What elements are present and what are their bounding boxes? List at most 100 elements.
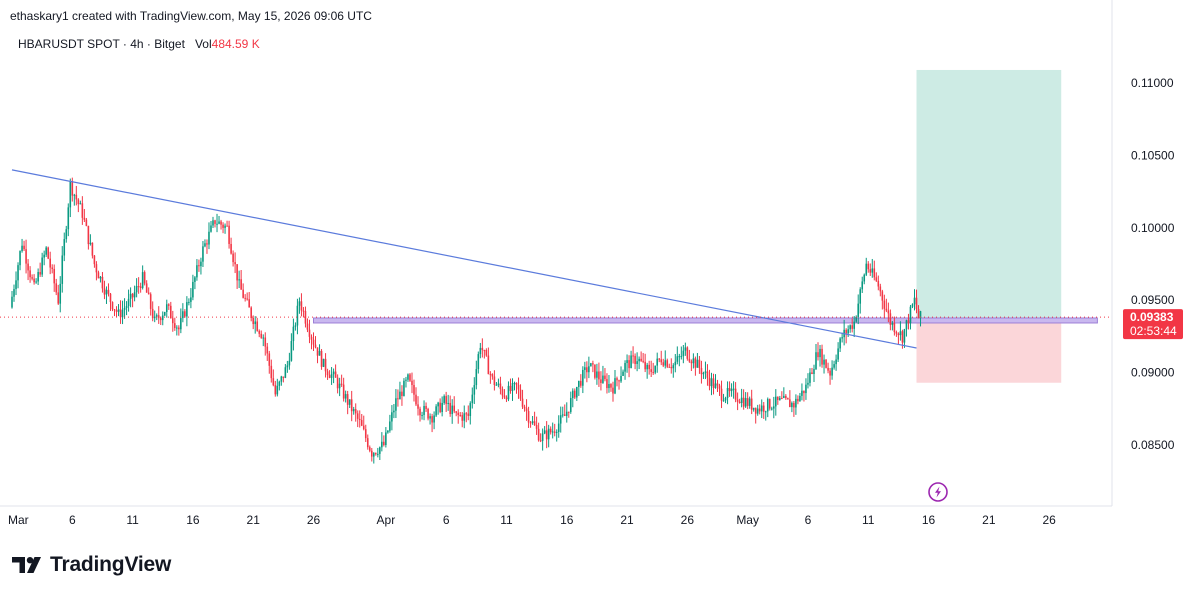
candle-body — [825, 359, 827, 368]
candle-body — [316, 347, 319, 356]
candle-body — [819, 348, 821, 358]
candle — [145, 280, 148, 293]
candle — [356, 410, 359, 428]
candle-body — [328, 375, 331, 378]
candle — [188, 298, 190, 306]
candle — [891, 321, 894, 331]
candle — [51, 264, 53, 274]
time-axis[interactable]: Mar 6 11 16 21 26 Apr 6 11 16 21 26 May 6 11 16 21 26 — [8, 513, 1056, 527]
candle-body — [783, 395, 785, 399]
candle-body — [897, 333, 900, 336]
candle-body — [915, 297, 918, 310]
candle-body — [125, 306, 128, 308]
candle-body — [917, 309, 920, 319]
candle-body — [107, 289, 110, 294]
candle-body — [533, 421, 536, 426]
time-tick-label: 21 — [982, 513, 996, 527]
candle — [423, 400, 425, 421]
candle-body — [760, 405, 763, 412]
candle-body — [652, 371, 654, 373]
candle-body — [640, 358, 642, 361]
candle-body — [123, 307, 126, 310]
candle — [373, 452, 375, 464]
candle — [499, 376, 502, 395]
candle — [495, 381, 498, 386]
candle — [83, 209, 86, 223]
candle — [513, 381, 516, 391]
candle — [543, 426, 546, 435]
tradingview-logo-icon — [12, 557, 41, 573]
candle-body — [117, 309, 120, 312]
candle-body — [89, 242, 92, 245]
candle — [756, 404, 759, 416]
candle-body — [630, 355, 632, 369]
candle-body — [590, 363, 592, 367]
brand-name[interactable]: TradingView — [50, 553, 172, 576]
candle — [734, 382, 737, 403]
candle — [483, 349, 486, 359]
candle — [766, 397, 769, 418]
candle-body — [775, 396, 777, 407]
candle-body — [167, 304, 170, 306]
candle-body — [598, 371, 600, 380]
candle-body — [364, 429, 367, 439]
candle — [262, 334, 265, 347]
trendline-drawing[interactable] — [11, 169, 917, 349]
candle-body — [680, 356, 683, 358]
candle — [777, 396, 779, 405]
candle — [318, 344, 321, 356]
candle — [415, 387, 417, 407]
candle — [161, 311, 164, 326]
candle-body — [807, 382, 809, 385]
candle-body — [690, 361, 693, 364]
candle — [837, 342, 839, 362]
candle — [600, 371, 602, 391]
candle — [515, 382, 518, 394]
time-tick-label: 16 — [560, 513, 574, 527]
candle-body — [232, 253, 234, 263]
candle — [857, 294, 860, 325]
candle — [574, 388, 576, 400]
candle-body — [137, 286, 140, 288]
candle-body — [326, 371, 329, 376]
candle-body — [660, 359, 663, 363]
long-position-tool[interactable] — [916, 69, 1062, 383]
candle-body — [875, 277, 878, 281]
candle-body — [75, 194, 78, 200]
candle-body — [304, 311, 307, 324]
candle — [469, 401, 472, 425]
candle-body — [143, 272, 146, 284]
candle — [598, 362, 600, 387]
price-axis[interactable]: 0.11000 0.10500 0.10000 0.09500 0.09000 0.085… — [1131, 76, 1175, 452]
candle-body — [682, 350, 685, 357]
candle-body — [278, 381, 281, 386]
candle-body — [57, 292, 60, 304]
trendline — [11, 169, 917, 349]
horizontal-zone-line[interactable] — [313, 317, 1098, 324]
candle — [226, 220, 228, 227]
candle-body — [670, 366, 673, 369]
candle-body — [871, 268, 874, 273]
symbol-label[interactable]: HBARUSDT SPOT · 4h · Bitget — [18, 37, 185, 51]
candle-body — [648, 364, 650, 370]
candle — [565, 402, 568, 423]
lightning-icon[interactable] — [928, 482, 948, 502]
candle — [346, 390, 349, 415]
candle — [722, 393, 725, 402]
candle — [395, 389, 397, 419]
candle — [867, 261, 870, 273]
candle-body — [320, 350, 323, 367]
candle — [503, 389, 506, 399]
candle — [676, 346, 679, 365]
candle-body — [515, 382, 518, 385]
candle — [260, 330, 263, 339]
candle — [240, 270, 242, 290]
candle-body — [694, 358, 697, 368]
candle — [602, 365, 604, 384]
candle-body — [742, 397, 745, 407]
candle — [11, 291, 13, 309]
candle-body — [39, 272, 41, 275]
candle — [99, 275, 102, 283]
candle — [720, 380, 723, 409]
